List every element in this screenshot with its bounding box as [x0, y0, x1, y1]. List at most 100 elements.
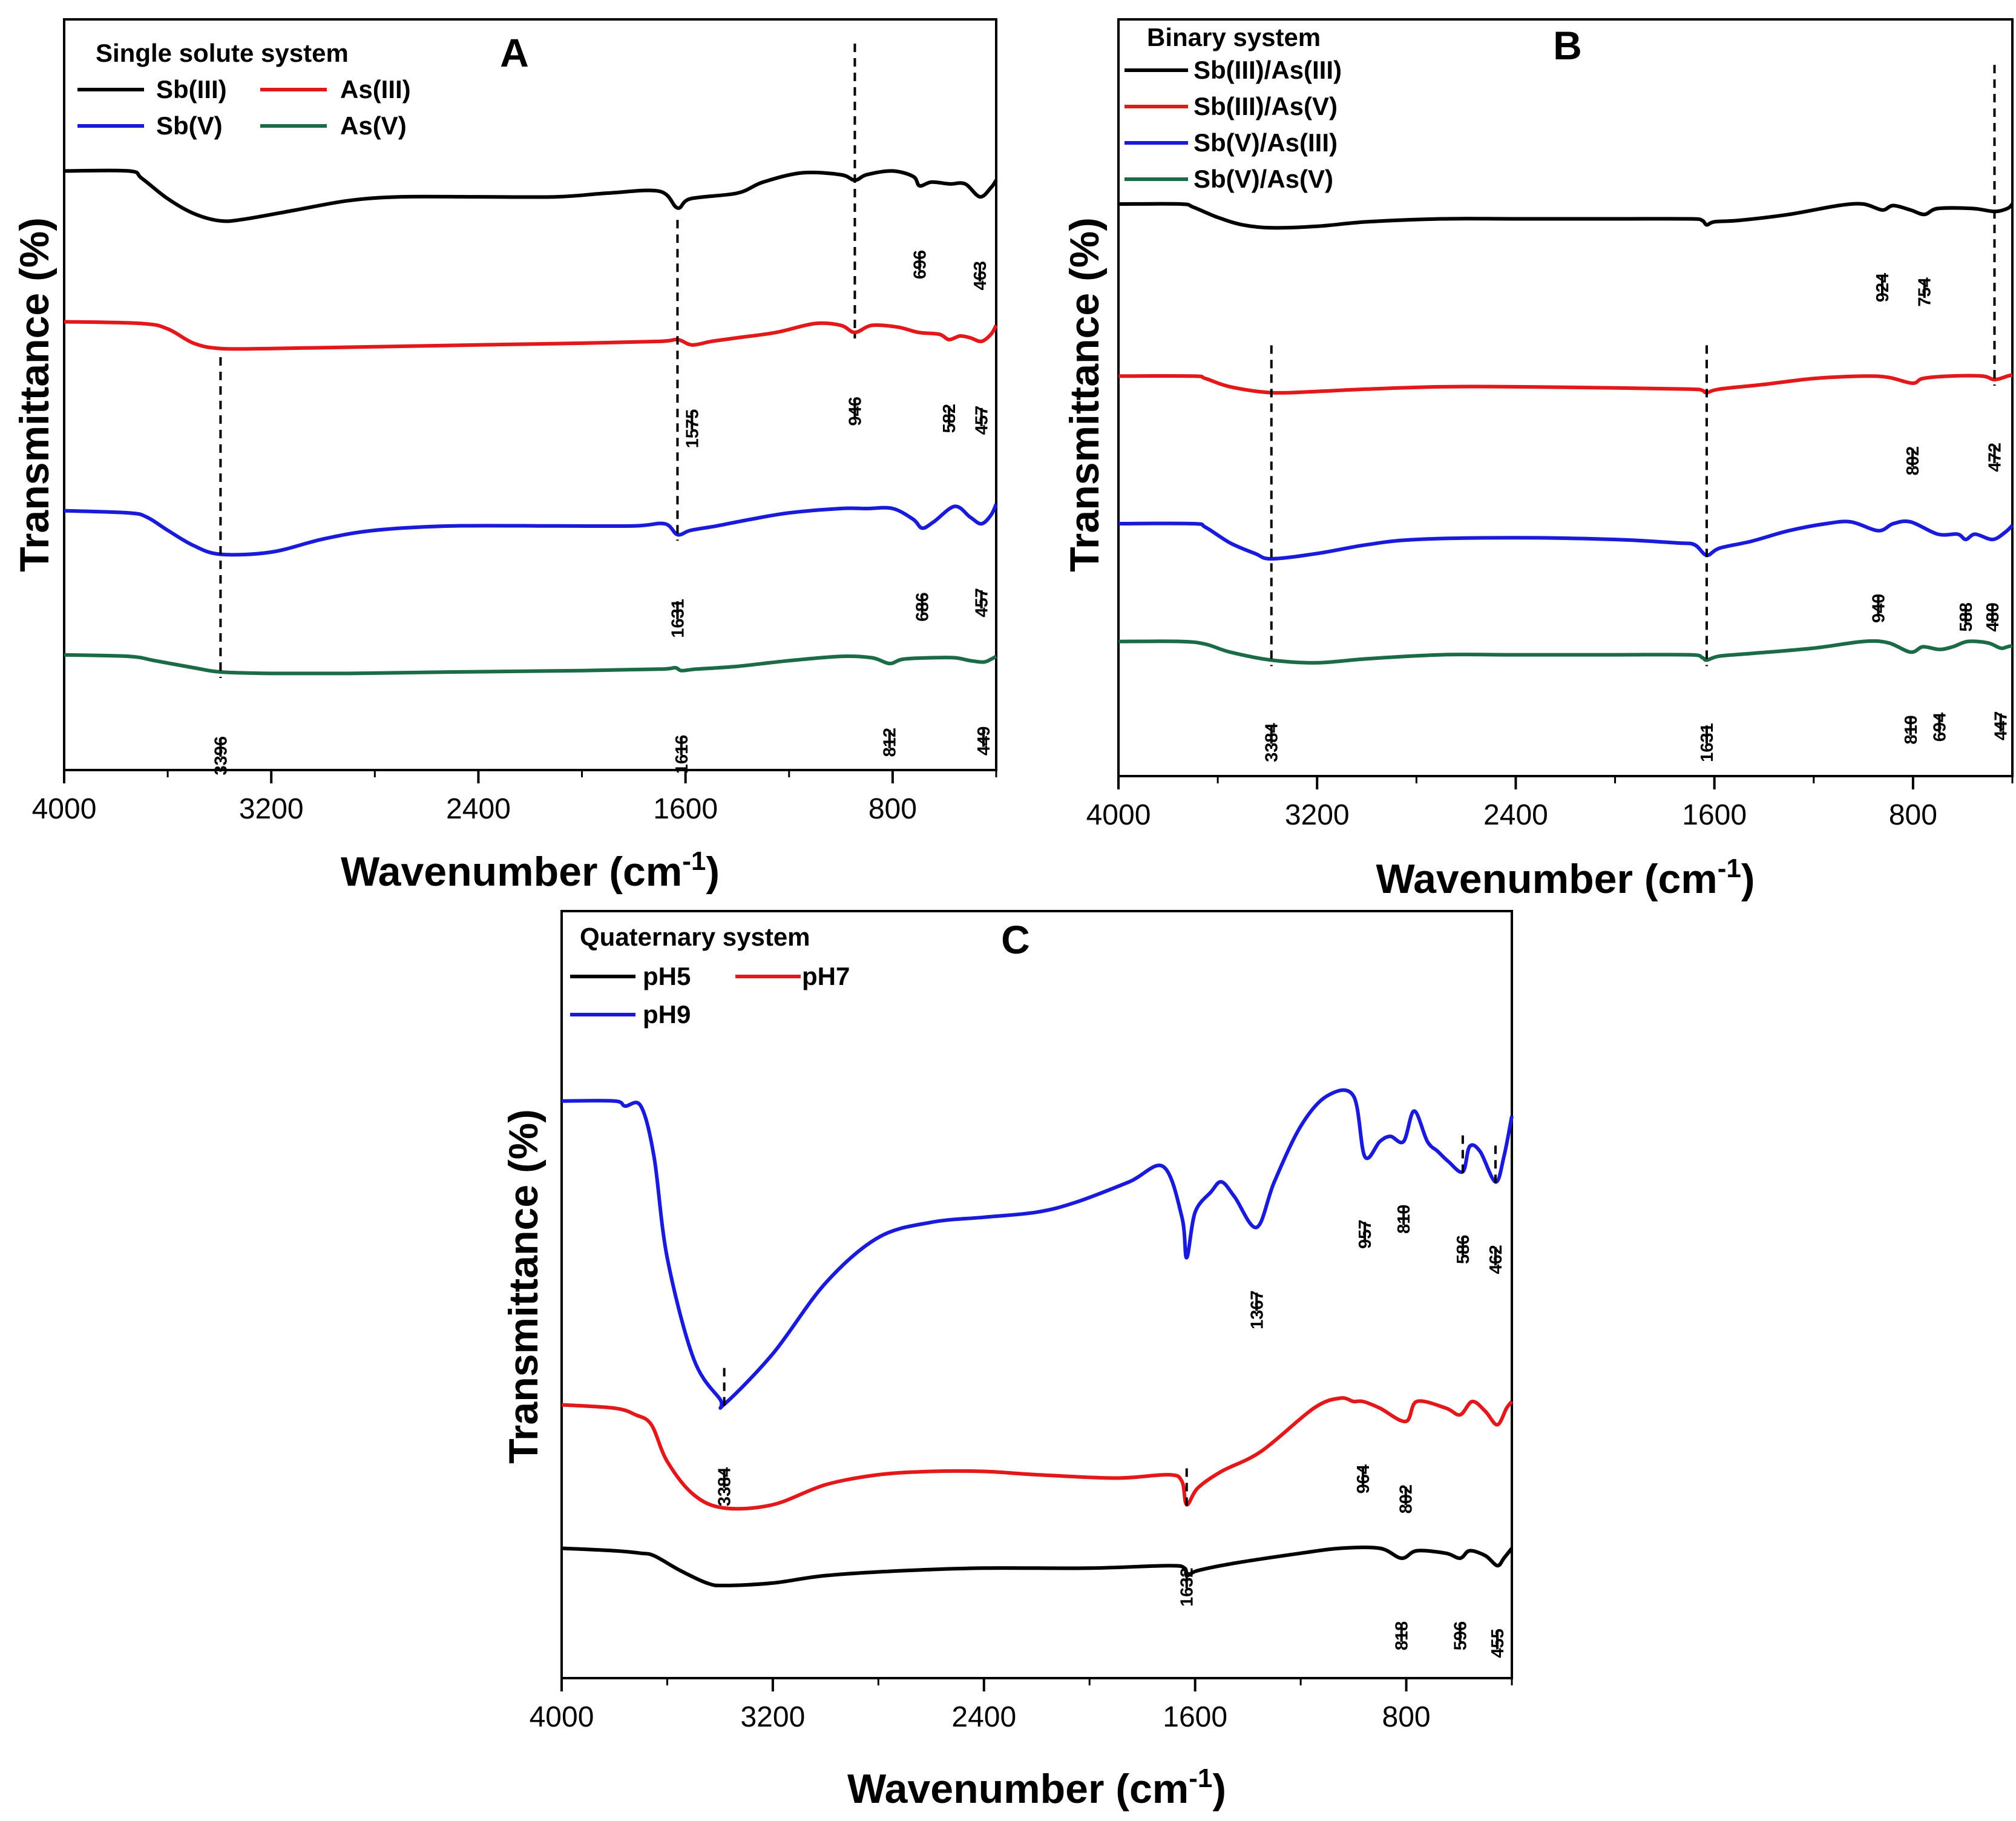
peak-label: 810: [1394, 1204, 1414, 1233]
panel-c-chart: 4000 3200 2400 1600 800 Wavenumber (cm-1) Tran…: [501, 910, 1514, 1812]
legend-label: Sb(III)/As(III): [1194, 56, 1342, 84]
legend: Binary system Sb(III)/As(III) Sb(III)/As(V…: [1125, 23, 1342, 193]
legend-label: pH5: [643, 962, 691, 990]
x-axis-title-close: ): [706, 849, 720, 895]
legend-label: As(III): [340, 75, 411, 104]
x-tick-label: 2400: [446, 793, 511, 825]
peak-label: 1632: [1178, 1568, 1197, 1607]
x-axis-title-superscript: -1: [1189, 1763, 1212, 1793]
panel-b-chart: 4000 3200 2400 1600 800 Wavenumber (cm-1) Tran…: [1062, 18, 2014, 902]
x-tick-label: 800: [868, 793, 917, 825]
x-tick-label: 3200: [740, 1701, 805, 1733]
peak-label: 463: [971, 261, 990, 290]
panel-letter: B: [1553, 23, 1582, 68]
x-axis-title-superscript: -1: [682, 846, 706, 876]
peak-label: 586: [1454, 1235, 1473, 1264]
legend-label: As(V): [340, 111, 407, 140]
peak-label: 449: [974, 726, 994, 756]
y-axis-title: Transmittance (%): [11, 217, 57, 572]
peak-label: 480: [1983, 602, 2003, 631]
peak-label: 3396: [211, 736, 231, 775]
panel-letter: A: [500, 30, 529, 75]
series-line-sb-v-as-v-: [1118, 639, 2013, 665]
legend: Single solute system Sb(III) As(III) Sb(V) A…: [77, 39, 411, 140]
peak-label: 802: [1397, 1484, 1416, 1513]
series-line-sb-v-: [64, 503, 998, 557]
x-tick-label: 1600: [653, 793, 718, 825]
x-tick-label: 800: [1889, 799, 1937, 831]
legend-title: Binary system: [1147, 23, 1321, 51]
peak-label: 754: [1916, 277, 1935, 306]
x-axis-title: Wavenumber (cm-1): [1376, 854, 1755, 902]
peak-label: 3384: [715, 1467, 735, 1507]
peak-label: 696: [910, 250, 930, 279]
x-tick-label: 4000: [1086, 799, 1151, 831]
legend-label: Sb(V)/As(V): [1194, 165, 1333, 193]
x-axis-title-close: ): [1741, 856, 1755, 902]
legend-label: Sb(V)/As(III): [1194, 128, 1338, 157]
peak-label: 946: [845, 397, 865, 426]
peak-label: 457: [973, 588, 992, 617]
panel-letter: C: [1001, 917, 1030, 962]
series-line-ph7: [561, 1396, 1514, 1511]
peak-label: 1631: [1698, 723, 1717, 762]
peak-label: 472: [1985, 443, 2005, 472]
legend-label: Sb(III)/As(V): [1194, 92, 1338, 120]
peak-label: 802: [1903, 446, 1923, 475]
x-tick-label: 2400: [951, 1701, 1016, 1733]
series-line-as-v-: [64, 653, 997, 676]
legend-label: pH7: [802, 962, 850, 990]
legend-title: Quaternary system: [580, 923, 810, 951]
peak-label: 1367: [1247, 1290, 1267, 1329]
series-line-sb-v-as-iii-: [1118, 519, 2014, 561]
peak-label: 1575: [683, 409, 702, 449]
x-axis-title-text: Wavenumber (cm: [341, 849, 682, 895]
x-tick-label: 3200: [1285, 799, 1350, 831]
x-tick-label: 1600: [1163, 1701, 1227, 1733]
series-line-as-iii-: [64, 320, 998, 351]
legend-title: Single solute system: [96, 39, 349, 67]
series-line-sb-iii-: [64, 168, 998, 223]
panel-a-chart: 4000 3200 2400 1600 800 Wavenumber (cm-1) Tran…: [11, 18, 998, 895]
plot-frame: [1117, 18, 2014, 777]
peak-label: 1631: [668, 599, 688, 638]
x-tick-label: 4000: [530, 1701, 594, 1733]
legend-label: Sb(V): [156, 111, 223, 140]
peak-label: 462: [1486, 1245, 1506, 1274]
x-axis-title-close: ): [1212, 1766, 1226, 1812]
x-axis-title-superscript: -1: [1718, 854, 1741, 883]
peak-label: 694: [1930, 713, 1949, 742]
plot-frame: [63, 18, 997, 771]
plot-frame: [560, 910, 1513, 1679]
legend-label: pH9: [643, 1000, 691, 1029]
peak-label: 1616: [672, 735, 692, 774]
series-line-sb-iii-as-v-: [1118, 373, 2013, 395]
x-tick-label: 1600: [1682, 799, 1747, 831]
peak-label: 924: [1873, 273, 1893, 302]
y-axis-title: Transmittance (%): [1062, 217, 1108, 572]
series-line-ph5: [561, 1545, 1514, 1587]
series-line-sb-iii-as-iii-: [1118, 202, 2014, 230]
peak-label: 455: [1488, 1628, 1508, 1658]
peak-label: 457: [973, 406, 992, 435]
peak-label: 818: [1393, 1621, 1412, 1650]
x-axis-title-text: Wavenumber (cm: [847, 1766, 1189, 1812]
peak-label: 940: [1869, 594, 1888, 623]
peak-label: 588: [1957, 602, 1976, 631]
y-axis-title: Transmittance (%): [501, 1109, 547, 1464]
peak-label: 812: [881, 728, 900, 757]
peak-label: 447: [1992, 711, 2011, 740]
legend-label: Sb(III): [156, 75, 227, 104]
peak-label: 964: [1354, 1464, 1373, 1493]
peak-label: 596: [1451, 1621, 1471, 1650]
peak-label: 810: [1902, 715, 1921, 744]
peak-label: 582: [940, 404, 959, 433]
x-axis-title-text: Wavenumber (cm: [1376, 856, 1717, 902]
x-axis-title: Wavenumber (cm-1): [341, 846, 720, 895]
legend: Quaternary system pH5 pH7 pH9: [570, 923, 850, 1029]
peak-label: 957: [1356, 1220, 1375, 1249]
x-tick-label: 2400: [1483, 799, 1548, 831]
x-tick-label: 800: [1382, 1701, 1431, 1733]
x-tick-label: 4000: [32, 793, 97, 825]
